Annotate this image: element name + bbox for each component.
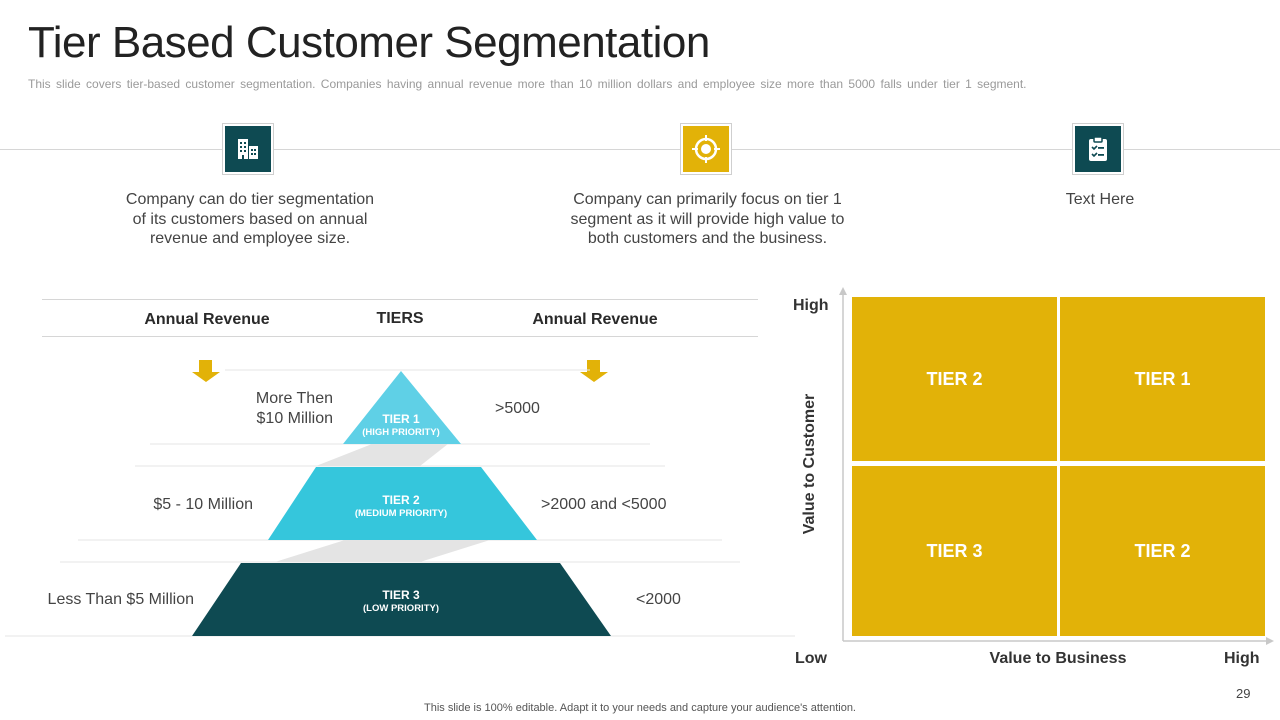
pyramid-header-left: Annual Revenue bbox=[144, 311, 270, 328]
tier-1-label: TIER 1 (HIGH PRIORITY) bbox=[340, 413, 462, 439]
tier-3-revenue: Less Than $5 Million bbox=[47, 591, 194, 608]
pyramid-header-right: Annual Revenue bbox=[532, 311, 658, 328]
feature-divider-line bbox=[0, 149, 1280, 150]
tier-3-name: TIER 3 bbox=[382, 588, 420, 602]
tier-2-trapezoid bbox=[268, 467, 537, 540]
matrix-cell-bottom-left: TIER 3 bbox=[852, 466, 1057, 636]
tier-1-priority: (HIGH PRIORITY) bbox=[362, 427, 440, 438]
page-number: 29 bbox=[1236, 686, 1251, 701]
x-axis-high-label: High bbox=[1224, 650, 1260, 667]
x-axis-low-label: Low bbox=[795, 650, 827, 667]
right-arrow-down-icon bbox=[580, 360, 608, 382]
y-axis-title: Value to Customer bbox=[801, 393, 818, 535]
pyramid-graphic bbox=[5, 360, 795, 637]
tier-3-trapezoid bbox=[192, 563, 611, 636]
feature-icon-box-2 bbox=[680, 123, 732, 175]
tier-1-name: TIER 1 bbox=[382, 412, 420, 426]
footer-note: This slide is 100% editable. Adapt it to… bbox=[424, 702, 856, 714]
x-axis-title: Value to Business bbox=[989, 650, 1127, 667]
matrix-cell-top-right: TIER 1 bbox=[1060, 297, 1265, 461]
left-arrow-down-icon bbox=[192, 360, 220, 382]
tier-3-priority: (LOW PRIORITY) bbox=[363, 603, 439, 614]
feature-text-2: Company can primarily focus on tier 1 se… bbox=[570, 191, 845, 247]
y-axis-high-label: High bbox=[793, 297, 829, 314]
tier-1-revenue: More Then $10 Million bbox=[255, 390, 333, 427]
tier-3-employees: <2000 bbox=[636, 591, 681, 608]
feature-text-1: Company can do tier segmentation of its … bbox=[125, 191, 375, 247]
tier-2-priority: (MEDIUM PRIORITY) bbox=[354, 508, 448, 519]
matrix-cell-top-left: TIER 2 bbox=[852, 297, 1057, 461]
matrix-cell-bottom-right: TIER 2 bbox=[1060, 466, 1265, 636]
feature-icon-box-1 bbox=[222, 123, 274, 175]
feature-icon-box-3 bbox=[1072, 123, 1124, 175]
pyramid-header-center: TIERS bbox=[376, 310, 424, 327]
tier-3-label: TIER 3 (LOW PRIORITY) bbox=[300, 589, 502, 615]
tier-2-label: TIER 2 (MEDIUM PRIORITY) bbox=[320, 494, 482, 520]
tier-2-name: TIER 2 bbox=[382, 493, 420, 507]
tier-1-triangle bbox=[343, 371, 461, 444]
building-icon bbox=[225, 126, 271, 172]
page-title: Tier Based Customer Segmentation bbox=[28, 18, 710, 67]
matrix-axes bbox=[839, 287, 1274, 645]
page-subtitle: This slide covers tier-based customer se… bbox=[28, 77, 1027, 91]
pyramid-header-top-line bbox=[42, 299, 758, 300]
pyramid-header-bottom-line bbox=[42, 336, 758, 337]
tier-1-employees: >5000 bbox=[495, 400, 540, 417]
tier-2-employees: >2000 and <5000 bbox=[541, 496, 667, 513]
clipboard-icon bbox=[1075, 126, 1121, 172]
tier-2-revenue: $5 - 10 Million bbox=[153, 496, 253, 513]
feature-text-3: Text Here bbox=[1065, 191, 1135, 208]
target-icon bbox=[683, 126, 729, 172]
